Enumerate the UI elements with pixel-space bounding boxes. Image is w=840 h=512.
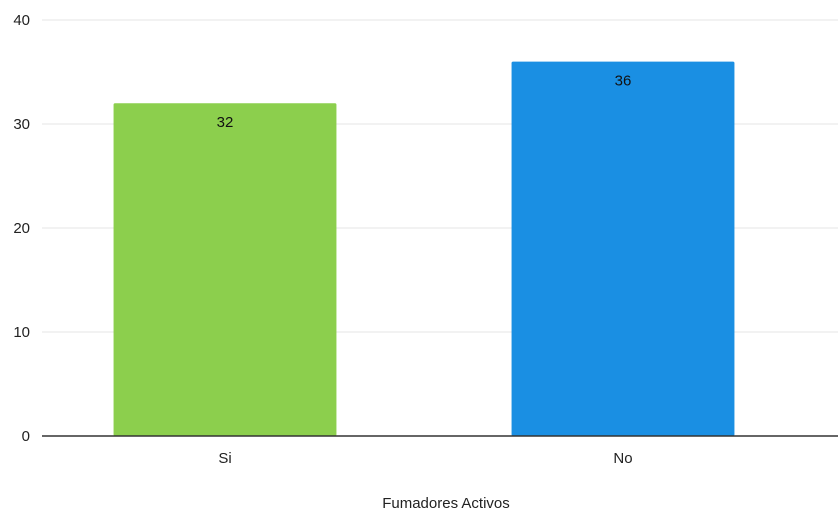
y-tick-label: 20 xyxy=(13,220,30,237)
data-label-no: 36 xyxy=(615,73,632,90)
x-category-label: No xyxy=(613,450,632,467)
x-axis-category-labels: Si No xyxy=(218,450,632,467)
y-tick-label: 40 xyxy=(13,12,30,29)
bars: 32 36 xyxy=(113,61,735,436)
bar-no xyxy=(511,61,735,436)
y-axis-tick-labels: 0 10 20 30 40 xyxy=(13,12,30,445)
x-category-label: Si xyxy=(218,450,231,467)
data-label-si: 32 xyxy=(217,114,234,131)
y-tick-label: 30 xyxy=(13,116,30,133)
x-axis-title: Fumadores Activos xyxy=(382,495,510,512)
bar-si xyxy=(113,103,337,436)
y-tick-label: 10 xyxy=(13,324,30,341)
y-tick-label: 0 xyxy=(22,428,30,445)
